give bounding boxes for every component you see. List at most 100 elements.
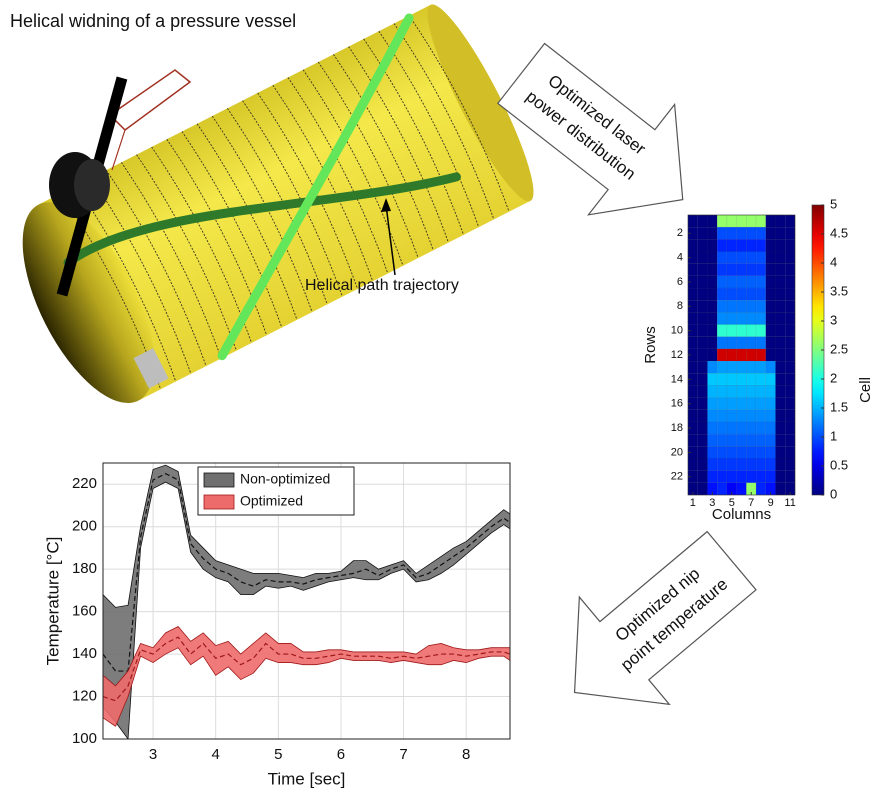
- heatmap-cell: [707, 226, 718, 240]
- heatmap-cell: [716, 336, 728, 350]
- heatmap-cell: [697, 433, 708, 447]
- heatmap-cell: [765, 348, 776, 362]
- heatmap-cell: [726, 336, 737, 350]
- heatmap-cell: [755, 214, 767, 228]
- y-axis-label: Temperature [°C]: [43, 537, 62, 666]
- laser-box: [108, 69, 192, 131]
- heatmap-cell: [707, 421, 718, 435]
- heatmap-cell: [726, 373, 737, 386]
- winding-line: [242, 100, 343, 297]
- heatmap-cell: [746, 312, 757, 325]
- heatmap-cell: [785, 275, 796, 289]
- winding-line: [363, 38, 465, 236]
- axes-frame: [102, 462, 511, 740]
- heatmap-cell: [736, 336, 747, 350]
- band-edge: [103, 625, 510, 687]
- heatmap-cell: [746, 214, 757, 228]
- heatmap-cell: [755, 421, 767, 435]
- heatmap-cell: [707, 263, 718, 277]
- heatmap-cell: [716, 409, 728, 423]
- heatmap-cell: [765, 409, 776, 423]
- heatmap-cell: [697, 263, 708, 277]
- heatmap-cell: [736, 433, 747, 447]
- heatmap-cell: [755, 324, 767, 337]
- heatmap-cell: [736, 482, 747, 496]
- heatmap-cell: [726, 348, 737, 362]
- heatmap-cell: [785, 470, 796, 484]
- legend-label: Non-optimized: [240, 471, 330, 487]
- heatmap-cell: [755, 482, 767, 496]
- heatmap-cell: [755, 385, 767, 398]
- heatmap-cell: [785, 433, 796, 447]
- heatmap-cell: [746, 251, 757, 264]
- heatmap-cell: [697, 409, 708, 423]
- heatmap-cell: [716, 324, 728, 337]
- colorbar-tick-label: 0.5: [830, 457, 848, 472]
- heatmap-cell: [707, 348, 718, 362]
- band-edge: [103, 647, 510, 727]
- heatmap-cell: [765, 324, 776, 337]
- heatmap-cell: [687, 287, 698, 301]
- heatmap-cell: [716, 275, 728, 289]
- green-strip: [217, 13, 414, 361]
- heatmap-cell: [707, 239, 718, 252]
- heatmap-cell: [785, 239, 796, 252]
- heatmap-cell: [736, 360, 747, 374]
- heatmap-cell: [746, 299, 757, 313]
- heatmap-cell: [746, 324, 757, 337]
- annotation-arrowhead: [381, 198, 391, 212]
- heatmap-cell: [755, 360, 767, 374]
- heatmap-cell: [775, 275, 786, 289]
- heatmap-cell: [736, 470, 747, 484]
- heatmap-cell: [785, 214, 796, 228]
- heatmap-cell: [746, 397, 757, 411]
- heatmap-cell: [726, 239, 737, 252]
- heatmap-cell: [716, 421, 728, 435]
- heatmap-cell: [785, 324, 796, 337]
- heatmap-cell: [736, 214, 747, 228]
- band: [103, 626, 510, 727]
- heatmap-cell: [736, 458, 747, 471]
- heatmap-cell: [716, 287, 728, 301]
- heatmap-cell: [716, 482, 728, 496]
- heatmap-cell: [785, 226, 796, 240]
- heatmap-cell: [755, 409, 767, 423]
- legend-swatch: [203, 472, 235, 488]
- heatmap-cell: [755, 275, 767, 289]
- winding-line: [317, 61, 419, 259]
- heatmap-cell: [697, 287, 708, 301]
- heatmap-cell: [785, 348, 796, 362]
- heatmap-cell: [755, 312, 767, 325]
- heatmap-cell: [765, 336, 776, 350]
- band-edge: [103, 481, 510, 739]
- arrow-shape: [573, 530, 757, 706]
- y-tick-label: 140: [72, 645, 97, 662]
- flow-arrow: Optimized nip point temperature: [573, 530, 757, 706]
- heatmap-cell: [726, 421, 737, 435]
- x-tick-label: 5: [729, 497, 735, 509]
- heatmap-cell: [775, 421, 786, 435]
- heatmap-cell: [785, 263, 796, 277]
- heatmap-cell: [765, 385, 776, 398]
- heatmap-cell: [765, 397, 776, 411]
- y-tick-label: 10: [671, 325, 683, 337]
- heatmap-cell: [775, 373, 786, 386]
- x-tick-label: 7: [399, 746, 407, 763]
- roller: [49, 69, 192, 297]
- x-axis-label: Columns: [712, 506, 771, 523]
- heatmap-cell: [765, 312, 776, 325]
- heatmap-cell: [785, 287, 796, 301]
- heatmap-cell: [726, 299, 737, 313]
- heatmap-cell: [687, 458, 698, 471]
- y-tick-label: 20: [671, 446, 683, 458]
- heatmap-cell: [707, 214, 718, 228]
- winding-line: [408, 15, 510, 212]
- heatmap-cell: [775, 251, 786, 264]
- heatmap-cell: [697, 458, 708, 471]
- heatmap-cell: [746, 226, 757, 240]
- winding-line: [393, 23, 495, 220]
- heatmap-cell: [755, 458, 767, 471]
- heatmap-cell: [775, 397, 786, 411]
- heatmap-cell: [765, 433, 776, 447]
- heatmap-cell: [746, 409, 757, 423]
